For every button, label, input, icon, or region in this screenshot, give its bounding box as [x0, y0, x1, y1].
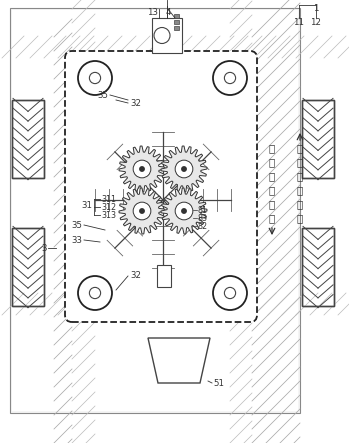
Text: 传: 传	[269, 171, 275, 181]
Text: 33: 33	[71, 236, 82, 245]
Bar	[152, 18, 182, 53]
Circle shape	[213, 276, 247, 310]
Text: 35: 35	[71, 221, 82, 229]
Bar	[302, 228, 334, 306]
Text: 35: 35	[97, 90, 108, 100]
Bar	[174, 20, 179, 24]
Bar	[174, 26, 179, 30]
Polygon shape	[161, 188, 207, 234]
Circle shape	[133, 160, 151, 178]
Bar	[10, 8, 300, 413]
Text: 4: 4	[165, 8, 171, 16]
Circle shape	[175, 202, 193, 220]
Text: 方: 方	[297, 199, 303, 209]
Bar	[12, 100, 44, 178]
Polygon shape	[148, 338, 210, 383]
Text: 32: 32	[130, 98, 141, 108]
Text: 进: 进	[297, 185, 303, 195]
Circle shape	[175, 160, 193, 178]
Text: 3: 3	[42, 244, 47, 253]
Circle shape	[133, 202, 151, 220]
Text: 13: 13	[148, 8, 158, 16]
Text: 312: 312	[101, 202, 116, 211]
Circle shape	[78, 61, 112, 95]
Polygon shape	[161, 146, 207, 192]
Circle shape	[224, 72, 236, 84]
Text: 81: 81	[197, 206, 207, 214]
Circle shape	[89, 72, 101, 84]
Circle shape	[140, 167, 144, 171]
Text: 82: 82	[197, 222, 207, 230]
Text: 1: 1	[313, 4, 319, 12]
Circle shape	[78, 276, 112, 310]
Text: 前: 前	[297, 171, 303, 181]
Bar	[157, 265, 171, 287]
Text: 51: 51	[213, 378, 224, 388]
Bar	[12, 10, 298, 411]
Bar	[12, 228, 44, 306]
Circle shape	[182, 209, 186, 213]
Text: 31: 31	[81, 201, 92, 210]
Text: 动: 动	[269, 185, 275, 195]
Bar	[302, 100, 334, 178]
Text: 向: 向	[297, 213, 303, 223]
Text: 12: 12	[311, 18, 321, 27]
Text: 置: 置	[297, 157, 303, 167]
Bar	[12, 228, 44, 306]
Circle shape	[140, 209, 144, 213]
Circle shape	[182, 167, 186, 171]
Text: 311: 311	[101, 194, 116, 203]
Bar	[302, 228, 334, 306]
Polygon shape	[119, 188, 165, 234]
Text: 32: 32	[130, 271, 141, 280]
Text: 链: 链	[269, 143, 275, 153]
Circle shape	[154, 27, 170, 43]
Bar	[174, 14, 179, 18]
Circle shape	[224, 288, 236, 299]
Bar	[302, 100, 334, 178]
Text: 83: 83	[197, 214, 207, 222]
Text: 方: 方	[269, 199, 275, 209]
Text: 装: 装	[297, 143, 303, 153]
Bar	[12, 100, 44, 178]
Text: 条: 条	[269, 157, 275, 167]
Circle shape	[213, 61, 247, 95]
Text: 11: 11	[294, 18, 304, 27]
Text: 向: 向	[269, 213, 275, 223]
Polygon shape	[119, 146, 165, 192]
Text: 313: 313	[101, 210, 116, 219]
Circle shape	[89, 288, 101, 299]
FancyBboxPatch shape	[65, 51, 257, 322]
